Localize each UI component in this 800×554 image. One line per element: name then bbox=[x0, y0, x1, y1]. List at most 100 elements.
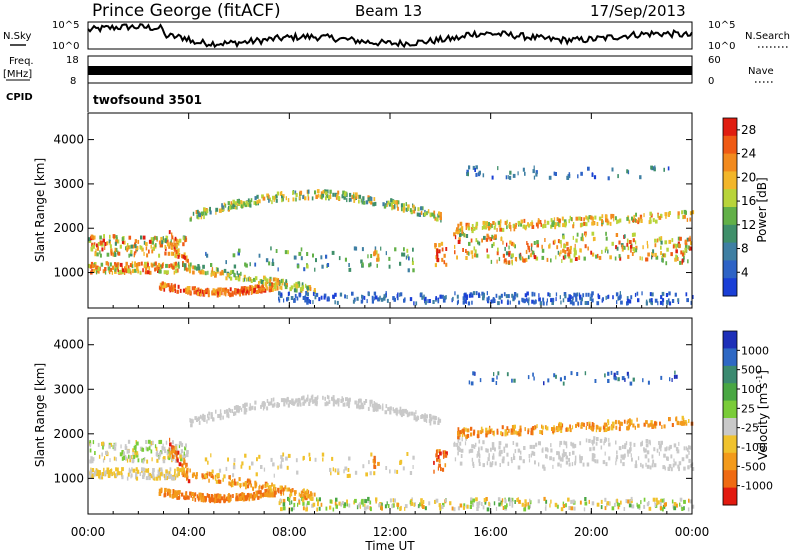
data-cell bbox=[126, 248, 128, 253]
data-cell bbox=[204, 211, 208, 216]
data-cell bbox=[568, 452, 571, 456]
data-cell bbox=[269, 490, 272, 495]
data-cell bbox=[593, 236, 596, 241]
data-cell bbox=[98, 470, 101, 474]
data-cell bbox=[457, 435, 460, 440]
data-cell bbox=[470, 426, 473, 431]
data-cell bbox=[429, 414, 432, 419]
data-cell bbox=[487, 254, 490, 259]
data-cell bbox=[104, 246, 106, 250]
data-cell bbox=[529, 500, 532, 505]
data-cell bbox=[245, 200, 248, 205]
data-cell bbox=[167, 242, 170, 247]
data-cell bbox=[474, 442, 477, 447]
data-cell bbox=[454, 250, 456, 255]
data-cell bbox=[271, 200, 273, 205]
data-cell bbox=[460, 226, 464, 231]
data-cell bbox=[505, 175, 507, 180]
data-cell bbox=[178, 441, 182, 446]
data-cell bbox=[108, 444, 111, 449]
data-cell bbox=[119, 452, 123, 457]
data-cell bbox=[532, 444, 536, 449]
data-cell bbox=[511, 378, 513, 383]
data-cell bbox=[527, 505, 530, 510]
data-cell bbox=[245, 402, 248, 407]
data-cell bbox=[341, 397, 344, 402]
data-cell bbox=[569, 215, 571, 220]
data-cell bbox=[252, 486, 254, 491]
data-cell bbox=[665, 261, 668, 266]
data-cell bbox=[281, 286, 283, 291]
data-cell bbox=[178, 462, 182, 467]
power-x-axis bbox=[87, 113, 693, 308]
data-cell bbox=[671, 378, 673, 382]
data-cell bbox=[199, 292, 202, 297]
data-cell bbox=[540, 430, 544, 435]
data-cell bbox=[241, 204, 244, 209]
data-cell bbox=[438, 249, 441, 254]
data-cell bbox=[102, 269, 106, 274]
data-cell bbox=[168, 456, 171, 461]
data-cell bbox=[632, 377, 635, 382]
data-cell bbox=[468, 293, 471, 298]
data-cell bbox=[483, 498, 486, 502]
x-tick-label: 00:00 bbox=[675, 525, 710, 539]
data-cell bbox=[482, 440, 485, 445]
data-cell bbox=[151, 249, 154, 254]
data-cell bbox=[591, 252, 595, 257]
data-cell bbox=[587, 246, 589, 251]
data-cell bbox=[184, 496, 187, 501]
data-cell bbox=[559, 426, 562, 430]
data-cell bbox=[344, 502, 347, 507]
data-cell bbox=[319, 194, 322, 199]
data-cell bbox=[604, 506, 607, 511]
data-cell bbox=[517, 448, 521, 453]
data-cell bbox=[596, 459, 599, 464]
freq-label: Freq. bbox=[9, 56, 34, 67]
data-cell bbox=[457, 451, 459, 456]
data-cell bbox=[279, 285, 281, 290]
data-cell bbox=[572, 499, 575, 504]
data-cell bbox=[501, 498, 504, 503]
data-cell bbox=[469, 505, 472, 509]
data-cell bbox=[275, 194, 278, 199]
data-cell bbox=[169, 437, 171, 442]
data-cell bbox=[370, 200, 373, 205]
data-cell bbox=[626, 371, 629, 376]
data-cell bbox=[502, 506, 505, 510]
data-cell bbox=[555, 222, 558, 227]
data-cell bbox=[164, 476, 167, 481]
data-cell bbox=[216, 498, 219, 503]
data-cell bbox=[631, 232, 635, 237]
data-cell bbox=[176, 239, 179, 244]
data-cell bbox=[170, 263, 173, 268]
data-cell bbox=[440, 467, 442, 472]
data-cell bbox=[481, 428, 484, 433]
freq-tick-bottom: 8 bbox=[70, 76, 76, 87]
data-cell bbox=[405, 202, 407, 207]
data-cell bbox=[377, 297, 380, 302]
data-cell bbox=[546, 298, 548, 303]
data-cell bbox=[362, 262, 364, 267]
data-cell bbox=[463, 299, 467, 304]
data-cell bbox=[337, 196, 341, 201]
data-cell bbox=[289, 492, 293, 497]
data-cell bbox=[160, 487, 163, 492]
data-cell bbox=[492, 242, 495, 247]
data-cell bbox=[230, 483, 233, 488]
data-cell bbox=[308, 285, 312, 289]
data-cell bbox=[294, 490, 297, 495]
data-cell bbox=[395, 200, 398, 205]
data-cell bbox=[164, 238, 167, 243]
data-cell bbox=[309, 496, 312, 501]
data-cell bbox=[367, 292, 370, 297]
data-cell bbox=[318, 497, 321, 502]
data-cell bbox=[296, 264, 300, 269]
data-cell bbox=[262, 196, 266, 201]
data-cell bbox=[631, 504, 635, 509]
data-cell bbox=[281, 281, 284, 286]
data-cell bbox=[140, 261, 143, 266]
data-cell bbox=[99, 253, 102, 258]
data-cell bbox=[575, 216, 579, 221]
